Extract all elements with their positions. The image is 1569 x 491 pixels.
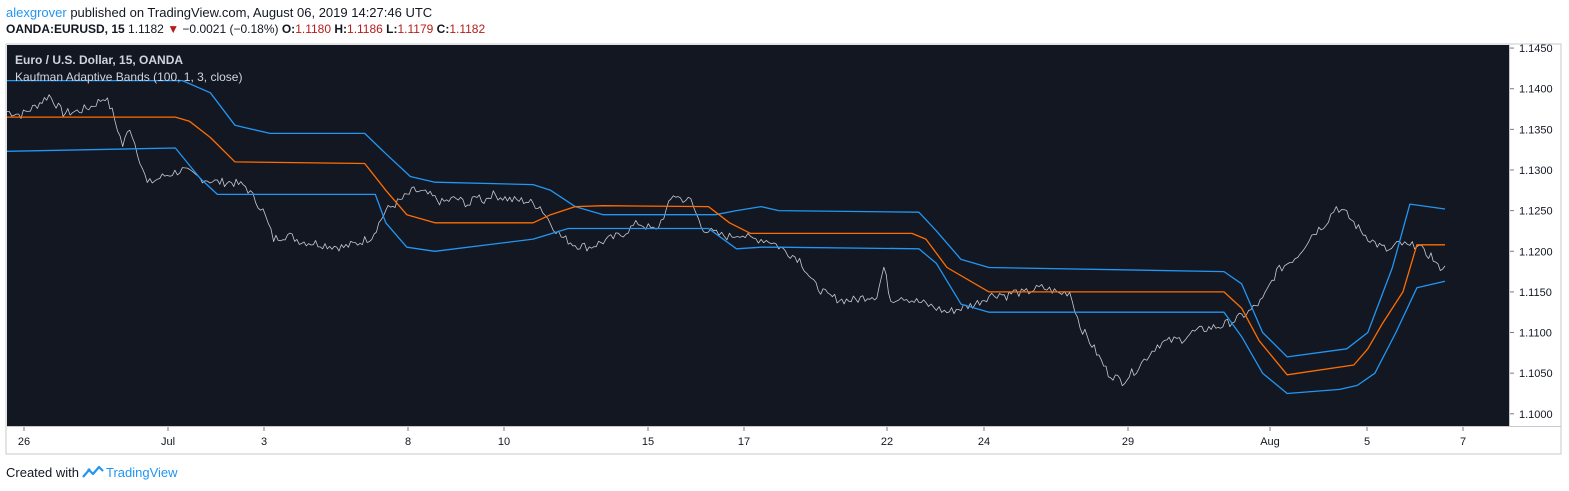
x-tick-label: 8 — [405, 436, 411, 448]
created-with-text: Created with — [6, 465, 79, 480]
y-tick-label: 1.1450 — [1519, 43, 1553, 55]
x-tick-label: Aug — [1260, 436, 1280, 448]
x-tick-label: 26 — [18, 436, 30, 448]
symbol-label: OANDA:EURUSD, 15 — [6, 22, 125, 36]
close-value: 1.1182 — [449, 22, 486, 36]
symbol-info: OANDA:EURUSD, 15 1.1182 ▼ −0.0021 (−0.18… — [6, 22, 485, 36]
high-value: 1.1186 — [347, 22, 383, 36]
x-tick-label: 7 — [1460, 436, 1466, 448]
published-text: published on TradingView.com, August 06,… — [70, 5, 433, 20]
x-tick-label: 10 — [498, 436, 510, 448]
price-axis[interactable] — [1510, 45, 1560, 426]
y-tick-label: 1.1300 — [1519, 165, 1553, 177]
publish-info: alexgrover published on TradingView.com,… — [6, 5, 432, 20]
time-axis[interactable] — [7, 427, 1509, 453]
low-value: 1.1179 — [397, 22, 434, 36]
x-tick-label: 3 — [261, 436, 267, 448]
x-tick-label: 24 — [978, 436, 990, 448]
series-middle-band — [7, 116, 1445, 376]
down-arrow-icon: ▼ — [167, 22, 180, 36]
y-tick-label: 1.1000 — [1519, 409, 1553, 421]
series-layer — [6, 79, 1446, 395]
author-link[interactable]: alexgrover — [6, 5, 67, 20]
plot-area[interactable] — [7, 45, 1509, 426]
x-tick-label: 15 — [642, 436, 654, 448]
y-axis-labels: 1.1450 1.1400 1.1350 1.1300 1.1250 1.1200 1.11… — [1510, 43, 1553, 421]
x-tick-label: 22 — [881, 436, 893, 448]
y-tick-label: 1.1350 — [1519, 124, 1553, 136]
x-tick-label: Jul — [161, 436, 175, 448]
tradingview-logo-icon — [82, 465, 104, 478]
y-tick-label: 1.1150 — [1519, 287, 1552, 299]
y-tick-label: 1.1400 — [1519, 84, 1553, 96]
x-tick-label: 5 — [1364, 436, 1370, 448]
y-tick-label: 1.1050 — [1519, 368, 1553, 380]
series-upper-band — [7, 79, 1446, 358]
series-eurusd — [7, 94, 1446, 387]
x-tick-label: 29 — [1122, 436, 1134, 448]
x-axis-labels: 26 Jul 3 8 10 15 17 22 24 29 Aug 5 7 — [18, 427, 1466, 448]
x-tick-label: 17 — [738, 436, 750, 448]
series-lower-band — [6, 147, 1446, 395]
close-label: C: — [436, 22, 450, 36]
footer: Created with TradingView — [6, 465, 178, 480]
indicator-label[interactable]: Kaufman Adaptive Bands (100, 1, 3, close… — [15, 70, 242, 84]
y-tick-label: 1.1250 — [1519, 206, 1553, 218]
low-label: L: — [386, 22, 398, 36]
y-tick-label: 1.1200 — [1519, 246, 1553, 258]
tradingview-link[interactable]: TradingView — [105, 465, 178, 480]
open-label: O: — [281, 22, 296, 36]
open-value: 1.1180 — [295, 22, 331, 36]
high-label: H: — [334, 22, 348, 36]
price-change: −0.0021 (−0.18%) — [182, 22, 279, 36]
chart-title: Euro / U.S. Dollar, 15, OANDA — [15, 53, 183, 67]
last-price: 1.1182 — [128, 22, 164, 36]
y-tick-label: 1.1100 — [1519, 328, 1552, 340]
